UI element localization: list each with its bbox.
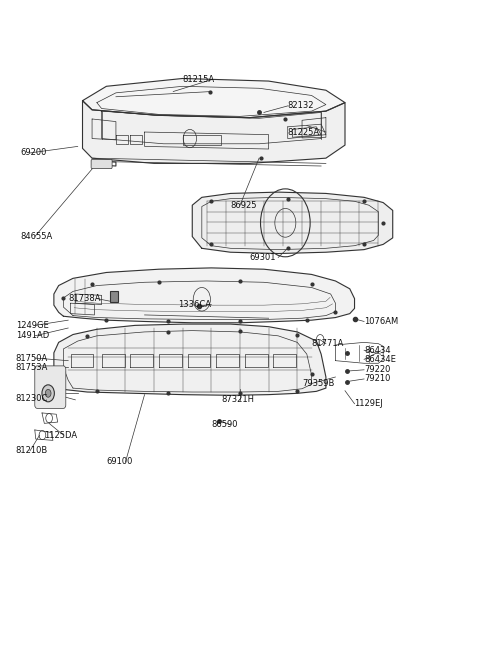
- Text: 1129EJ: 1129EJ: [355, 400, 384, 408]
- Text: 79210: 79210: [364, 375, 390, 384]
- FancyBboxPatch shape: [91, 159, 112, 169]
- Text: 79220: 79220: [364, 365, 390, 375]
- Text: 81215A: 81215A: [183, 75, 215, 84]
- Text: 69200: 69200: [21, 148, 47, 157]
- Text: 1491AD: 1491AD: [16, 331, 49, 340]
- Text: 87321H: 87321H: [221, 396, 254, 404]
- Circle shape: [42, 385, 54, 402]
- Text: 82132: 82132: [288, 102, 314, 110]
- Polygon shape: [192, 192, 393, 253]
- Text: 1076AM: 1076AM: [364, 317, 398, 326]
- Polygon shape: [54, 268, 355, 323]
- Text: 79359B: 79359B: [302, 379, 335, 388]
- Text: 86434: 86434: [364, 346, 391, 355]
- Text: 81210B: 81210B: [16, 446, 48, 455]
- Text: 84655A: 84655A: [21, 232, 53, 241]
- Text: 69301: 69301: [250, 253, 276, 262]
- Text: 81771A: 81771A: [312, 339, 344, 348]
- FancyBboxPatch shape: [35, 366, 66, 408]
- Circle shape: [45, 390, 51, 398]
- Polygon shape: [83, 79, 345, 117]
- Polygon shape: [83, 100, 345, 163]
- Text: 1125DA: 1125DA: [44, 430, 77, 440]
- Text: 1249GE: 1249GE: [16, 321, 48, 330]
- Text: 81753A: 81753A: [16, 363, 48, 372]
- Text: 81738A: 81738A: [68, 294, 101, 303]
- Text: 86925: 86925: [230, 201, 257, 210]
- Text: 81230C: 81230C: [16, 394, 48, 403]
- Text: 69100: 69100: [107, 457, 133, 466]
- Text: 86590: 86590: [211, 420, 238, 429]
- Text: 1336CA: 1336CA: [178, 300, 211, 309]
- Text: 81225A: 81225A: [288, 127, 320, 136]
- Polygon shape: [54, 324, 326, 396]
- Text: 81750A: 81750A: [16, 354, 48, 363]
- Text: 86434E: 86434E: [364, 355, 396, 364]
- Bar: [110, 291, 118, 302]
